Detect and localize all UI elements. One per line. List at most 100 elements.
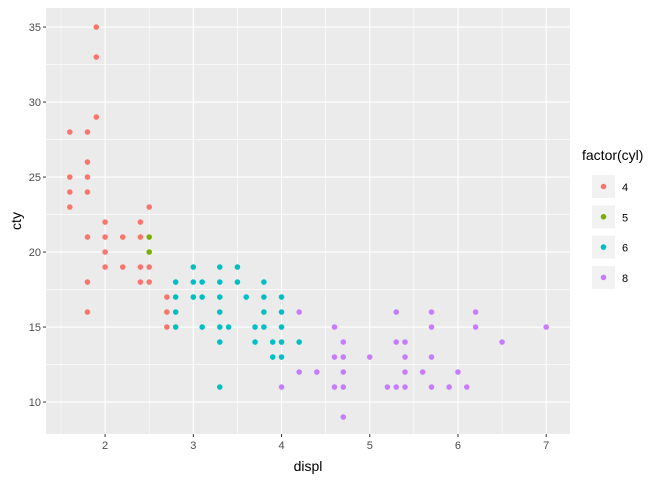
data-point-cyl-6 (252, 339, 258, 345)
legend-label: 8 (622, 273, 628, 285)
x-tick-label: 6 (455, 440, 461, 452)
legend-title: factor(cyl) (582, 147, 643, 163)
legend-item-6: 6 (592, 235, 628, 259)
x-tick-label: 3 (190, 440, 196, 452)
legend: factor(cyl) 4 5 6 8 (582, 147, 643, 289)
data-point-cyl-4 (119, 264, 126, 270)
y-tick-label: 10 (29, 397, 41, 409)
data-point-cyl-6 (172, 324, 179, 330)
data-point-cyl-8 (340, 339, 347, 345)
data-point-cyl-8 (428, 354, 435, 360)
data-point-cyl-6 (216, 339, 223, 345)
data-point-cyl-4 (84, 309, 91, 315)
data-point-cyl-8 (402, 369, 408, 375)
data-point-cyl-4 (67, 129, 73, 135)
data-point-cyl-8 (384, 384, 391, 390)
data-point-cyl-6 (190, 294, 197, 300)
data-point-cyl-8 (472, 309, 479, 315)
data-point-cyl-8 (463, 384, 470, 390)
y-tick-label: 25 (29, 172, 41, 184)
data-point-cyl-8 (366, 354, 373, 360)
data-point-cyl-8 (472, 324, 479, 330)
data-point-cyl-4 (137, 234, 144, 240)
data-point-cyl-4 (93, 114, 100, 120)
data-point-cyl-5 (146, 234, 153, 240)
data-point-cyl-8 (393, 384, 400, 390)
data-point-cyl-6 (172, 279, 179, 285)
legend-label: 4 (622, 182, 628, 194)
axes: 2 3 4 5 6 7 10 15 20 25 30 35 (29, 22, 549, 452)
data-point-cyl-8 (331, 354, 338, 360)
data-point-cyl-4 (164, 324, 170, 330)
data-point-cyl-6 (216, 309, 223, 315)
data-point-cyl-4 (84, 189, 91, 195)
data-point-cyl-4 (137, 279, 144, 285)
data-point-cyl-8 (543, 324, 549, 330)
legend-point-icon (600, 183, 607, 190)
legend-label: 6 (622, 243, 628, 255)
y-tick-label: 30 (29, 97, 41, 109)
data-point-cyl-6 (199, 279, 205, 285)
data-point-cyl-8 (393, 339, 400, 345)
data-point-cyl-6 (252, 324, 258, 330)
gridlines (46, 8, 570, 434)
data-point-cyl-8 (314, 369, 320, 375)
data-point-cyl-6 (278, 354, 285, 360)
data-point-cyl-6 (278, 294, 285, 300)
data-point-cyl-8 (419, 369, 426, 375)
data-point-cyl-4 (102, 249, 108, 255)
data-point-cyl-6 (261, 309, 267, 315)
y-tick-label: 35 (29, 22, 41, 34)
data-point-cyl-8 (278, 384, 285, 390)
data-point-cyl-8 (402, 354, 408, 360)
data-point-cyl-6 (216, 279, 223, 285)
data-point-cyl-6 (216, 384, 223, 390)
data-point-cyl-6 (269, 354, 276, 360)
data-point-cyl-6 (216, 294, 223, 300)
data-point-cyl-4 (137, 219, 144, 225)
data-point-cyl-8 (340, 384, 347, 390)
data-point-cyl-8 (296, 369, 302, 375)
data-point-cyl-4 (119, 234, 126, 240)
data-point-cyl-6 (172, 294, 179, 300)
data-point-cyl-8 (428, 309, 435, 315)
x-axis-title: displ (294, 458, 323, 474)
data-point-cyl-8 (340, 369, 347, 375)
x-tick-label: 2 (102, 440, 108, 452)
y-tick-label: 20 (29, 247, 41, 259)
data-point-cyl-4 (84, 279, 91, 285)
data-point-cyl-6 (269, 339, 276, 345)
data-point-cyl-8 (455, 369, 461, 375)
data-point-cyl-6 (216, 264, 223, 270)
data-points (67, 24, 549, 420)
data-point-cyl-4 (84, 159, 91, 165)
data-point-cyl-4 (102, 219, 108, 225)
data-point-cyl-4 (102, 234, 108, 240)
legend-item-8: 8 (592, 265, 628, 289)
data-point-cyl-4 (137, 264, 144, 270)
data-point-cyl-6 (278, 309, 285, 315)
data-point-cyl-6 (278, 339, 285, 345)
data-point-cyl-4 (164, 309, 170, 315)
data-point-cyl-6 (296, 339, 302, 345)
legend-item-4: 4 (592, 175, 628, 198)
data-point-cyl-4 (102, 264, 108, 270)
plot-panel (46, 8, 570, 434)
legend-point-icon (600, 244, 607, 250)
data-point-cyl-6 (234, 279, 241, 285)
data-point-cyl-8 (428, 324, 435, 330)
data-point-cyl-6 (278, 324, 285, 330)
data-point-cyl-6 (199, 294, 205, 300)
data-point-cyl-4 (67, 204, 73, 210)
data-point-cyl-4 (146, 204, 153, 210)
y-tick-label: 15 (29, 322, 41, 334)
data-point-cyl-4 (146, 264, 153, 270)
data-point-cyl-6 (190, 264, 197, 270)
y-axis-title: cty (8, 212, 24, 230)
data-point-cyl-4 (84, 174, 91, 180)
legend-item-5: 5 (592, 205, 628, 229)
data-point-cyl-8 (393, 309, 400, 315)
data-point-cyl-5 (146, 249, 153, 255)
legend-point-icon (600, 274, 607, 281)
